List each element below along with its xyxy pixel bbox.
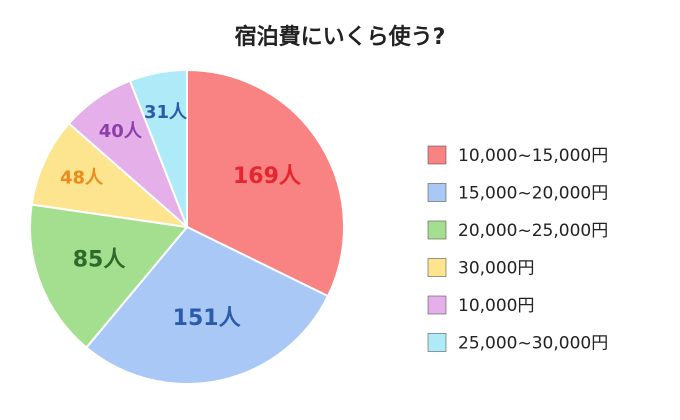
chart-title: 宿泊費にいくら使う? (235, 24, 446, 50)
pie-slice (29, 203, 189, 349)
pie-slice (128, 68, 188, 228)
legend-label: 15,000~20,000円 (458, 184, 608, 204)
slice-label: 31人 (144, 102, 188, 123)
legend-swatch (427, 220, 447, 240)
legend-swatch (427, 295, 447, 315)
legend-swatch (427, 145, 447, 165)
slice-label: 169人 (233, 164, 301, 189)
legend-swatch (427, 333, 447, 352)
slice-label: 48人 (60, 167, 104, 188)
pie-slice (186, 68, 345, 298)
slice-label: 85人 (73, 248, 126, 273)
pie-slice (84, 225, 330, 385)
legend-label: 10,000円 (458, 296, 534, 316)
legend-swatch (427, 183, 447, 202)
legend-swatch (427, 258, 447, 277)
legend-label: 30,000円 (458, 259, 534, 279)
pie-slice (30, 122, 191, 229)
slice-label: 40人 (99, 121, 143, 142)
slice-label: 151人 (173, 306, 241, 331)
legend-label: 10,000~15,000円 (458, 146, 608, 166)
legend-label: 20,000~25,000円 (458, 221, 608, 241)
legend-label: 25,000~30,000円 (458, 334, 608, 354)
